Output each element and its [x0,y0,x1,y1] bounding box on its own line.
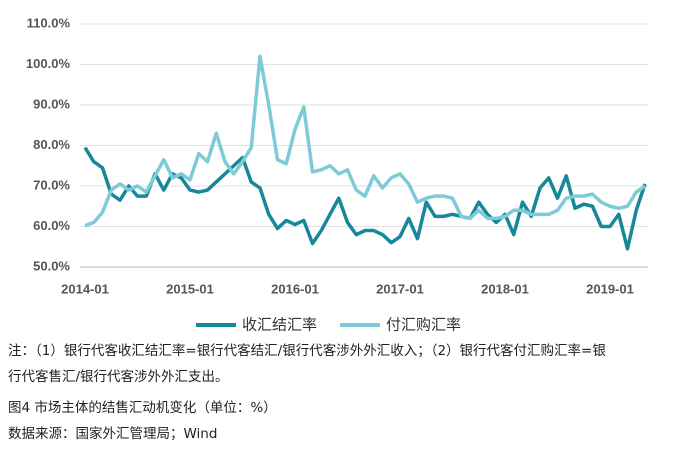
y-tick-label: 60.0% [33,218,70,233]
legend-label: 收汇结汇率 [242,316,317,334]
series-line [83,146,647,251]
chart-title: 图4 市场主体的结售汇动机变化（单位：%） [8,400,277,416]
x-tick-label: 2016-01 [271,281,319,296]
y-tick-label: 80.0% [33,137,70,152]
x-tick-label: 2018-01 [481,281,529,296]
legend-label: 付汇购汇率 [386,316,461,334]
y-tick-label: 100.0% [26,56,71,71]
y-tick-label: 70.0% [33,177,70,192]
series-line [84,54,646,228]
x-tick-label: 2019-01 [586,281,634,296]
source: 数据来源：国家外汇管理局；Wind [8,426,218,442]
chart: 50.0% 60.0% 70.0% 80.0% 90.0% 100.0% 110.0% 201… [26,15,648,334]
x-tick-label: 2014-01 [61,281,109,296]
x-tick-label: 2015-01 [166,281,214,296]
y-tick-label: 90.0% [33,96,70,111]
x-tick-label: 2017-01 [376,281,424,296]
y-tick-label: 110.0% [27,15,71,30]
y-tick-label: 50.0% [33,258,70,273]
notes: 注：（1）银行代客收汇结汇率=银行代客结汇/银行代客涉外外汇收入；（2）银行代客… [8,343,606,385]
